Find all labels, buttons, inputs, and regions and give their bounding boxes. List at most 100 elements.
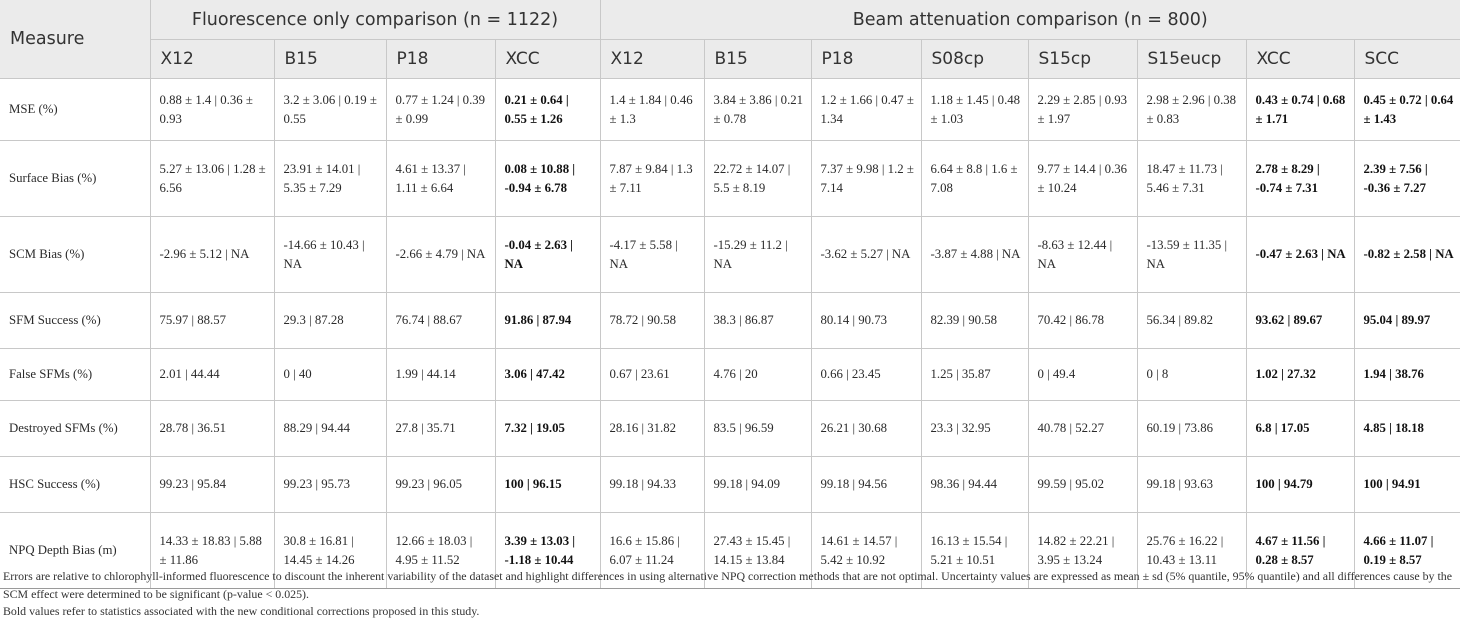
- table-cell: 28.16 | 31.82: [600, 400, 705, 457]
- table-cell: 38.3 | 86.87: [704, 292, 812, 349]
- table-cell: 93.62 | 89.67: [1246, 292, 1355, 349]
- table-cell: 23.91 ± 14.01 | 5.35 ± 7.29: [274, 140, 387, 217]
- beam-attenuation-group-header: Beam attenuation comparison (n = 800): [600, 0, 1460, 40]
- table-cell: 6.64 ± 8.8 | 1.6 ± 7.08: [921, 140, 1029, 217]
- measure-label: Destroyed SFMs (%): [0, 400, 151, 457]
- table-cell: 2.78 ± 8.29 | -0.74 ± 7.31: [1246, 140, 1355, 217]
- table-cell: 4.61 ± 13.37 | 1.11 ± 6.64: [386, 140, 496, 217]
- table-row: Surface Bias (%) 5.27 ± 13.06 | 1.28 ± 6.…: [0, 140, 1460, 217]
- table-cell: -14.66 ± 10.43 | NA: [274, 216, 387, 293]
- table-cell: 99.18 | 94.56: [811, 456, 922, 513]
- table-cell: 0 | 40: [274, 348, 387, 401]
- table-cell: 100 | 94.91: [1354, 456, 1460, 513]
- table-cell: 99.23 | 95.73: [274, 456, 387, 513]
- table-cell: 4.67 ± 11.56 | 0.28 ± 8.57: [1246, 512, 1355, 589]
- table-cell: 91.86 | 87.94: [495, 292, 601, 349]
- table-cell: 0.21 ± 0.64 | 0.55 ± 1.26: [495, 78, 601, 141]
- table-cell: 1.94 | 38.76: [1354, 348, 1460, 401]
- column-header-x12-beam: X12: [600, 39, 705, 79]
- table-cell: 7.87 ± 9.84 | 1.3 ± 7.11: [600, 140, 705, 217]
- table-cell: 29.3 | 87.28: [274, 292, 387, 349]
- table-cell: 70.42 | 86.78: [1028, 292, 1138, 349]
- table-cell: 99.18 | 94.09: [704, 456, 812, 513]
- column-header-xcc-beam: XCC: [1246, 39, 1355, 79]
- table-cell: 27.43 ± 15.45 | 14.15 ± 13.84: [704, 512, 812, 589]
- table-cell: 30.8 ± 16.81 | 14.45 ± 14.26: [274, 512, 387, 589]
- table-footnote: Errors are relative to chlorophyll-infor…: [0, 568, 1459, 621]
- table-cell: 80.14 | 90.73: [811, 292, 922, 349]
- table-cell: 6.8 | 17.05: [1246, 400, 1355, 457]
- table-row: SFM Success (%) 75.97 | 88.57 29.3 | 87.28…: [0, 292, 1460, 349]
- table-cell: 98.36 | 94.44: [921, 456, 1029, 513]
- column-header-s08cp-beam: S08cp: [921, 39, 1029, 79]
- measure-column-header: Measure: [0, 0, 151, 79]
- table-cell: 0.88 ± 1.4 | 0.36 ± 0.93: [150, 78, 275, 141]
- table-cell: 3.39 ± 13.03 | -1.18 ± 10.44: [495, 512, 601, 589]
- table-cell: 56.34 | 89.82: [1137, 292, 1247, 349]
- table-cell: 2.39 ± 7.56 | -0.36 ± 7.27: [1354, 140, 1460, 217]
- table-cell: 2.29 ± 2.85 | 0.93 ± 1.97: [1028, 78, 1138, 141]
- measure-label: False SFMs (%): [0, 348, 151, 401]
- table-cell: 2.01 | 44.44: [150, 348, 275, 401]
- table-cell: -3.62 ± 5.27 | NA: [811, 216, 922, 293]
- measure-label: HSC Success (%): [0, 456, 151, 513]
- table-cell: -8.63 ± 12.44 | NA: [1028, 216, 1138, 293]
- table-cell: 14.61 ± 14.57 | 5.42 ± 10.92: [811, 512, 922, 589]
- column-header-scc-beam: SCC: [1354, 39, 1460, 79]
- table-cell: -2.66 ± 4.79 | NA: [386, 216, 496, 293]
- table-cell: 0.77 ± 1.24 | 0.39 ± 0.99: [386, 78, 496, 141]
- table-cell: 100 | 96.15: [495, 456, 601, 513]
- table-cell: 1.02 | 27.32: [1246, 348, 1355, 401]
- table-header: Measure Fluorescence only comparison (n …: [0, 0, 1460, 79]
- table-row: NPQ Depth Bias (m) 14.33 ± 18.83 | 5.88 ±…: [0, 512, 1460, 589]
- column-header-b15-beam: B15: [704, 39, 812, 79]
- table-cell: -0.04 ± 2.63 | NA: [495, 216, 601, 293]
- table-cell: 28.78 | 36.51: [150, 400, 275, 457]
- table-cell: 1.25 | 35.87: [921, 348, 1029, 401]
- table-cell: 4.85 | 18.18: [1354, 400, 1460, 457]
- table-cell: 1.4 ± 1.84 | 0.46 ± 1.3: [600, 78, 705, 141]
- table-cell: 2.98 ± 2.96 | 0.38 ± 0.83: [1137, 78, 1247, 141]
- table-cell: 1.18 ± 1.45 | 0.48 ± 1.03: [921, 78, 1029, 141]
- fluorescence-group-header: Fluorescence only comparison (n = 1122): [150, 0, 601, 40]
- column-header-p18-fluorescence: P18: [386, 39, 496, 79]
- measure-label: MSE (%): [0, 78, 151, 141]
- table-cell: 14.82 ± 22.21 | 3.95 ± 13.24: [1028, 512, 1138, 589]
- table-row: False SFMs (%) 2.01 | 44.44 0 | 40 1.99 | 4…: [0, 348, 1460, 401]
- table-cell: 4.66 ± 11.07 | 0.19 ± 8.57: [1354, 512, 1460, 589]
- table-cell: 40.78 | 52.27: [1028, 400, 1138, 457]
- measure-label: SCM Bias (%): [0, 216, 151, 293]
- table-cell: -13.59 ± 11.35 | NA: [1137, 216, 1247, 293]
- table-cell: 7.32 | 19.05: [495, 400, 601, 457]
- column-header-s15eucp-beam: S15eucp: [1137, 39, 1247, 79]
- column-header-b15-fluorescence: B15: [274, 39, 387, 79]
- table-cell: 22.72 ± 14.07 | 5.5 ± 8.19: [704, 140, 812, 217]
- column-header-xcc-fluorescence: XCC: [495, 39, 601, 79]
- table-cell: 100 | 94.79: [1246, 456, 1355, 513]
- table-cell: 23.3 | 32.95: [921, 400, 1029, 457]
- table-cell: 60.19 | 73.86: [1137, 400, 1247, 457]
- table-cell: 99.18 | 94.33: [600, 456, 705, 513]
- table-cell: 99.23 | 95.84: [150, 456, 275, 513]
- table-cell: 0.67 | 23.61: [600, 348, 705, 401]
- table-body: MSE (%) 0.88 ± 1.4 | 0.36 ± 0.93 3.2 ± 3.0…: [0, 78, 1460, 589]
- table-cell: 16.13 ± 15.54 | 5.21 ± 10.51: [921, 512, 1029, 589]
- table-cell: -4.17 ± 5.58 | NA: [600, 216, 705, 293]
- table-cell: 78.72 | 90.58: [600, 292, 705, 349]
- table-cell: 27.8 | 35.71: [386, 400, 496, 457]
- measure-label: SFM Success (%): [0, 292, 151, 349]
- table-cell: -15.29 ± 11.2 | NA: [704, 216, 812, 293]
- table-cell: 83.5 | 96.59: [704, 400, 812, 457]
- table-cell: 5.27 ± 13.06 | 1.28 ± 6.56: [150, 140, 275, 217]
- table-cell: 0.43 ± 0.74 | 0.68 ± 1.71: [1246, 78, 1355, 141]
- table-cell: 99.23 | 96.05: [386, 456, 496, 513]
- table-cell: 7.37 ± 9.98 | 1.2 ± 7.14: [811, 140, 922, 217]
- measure-label: NPQ Depth Bias (m): [0, 512, 151, 589]
- table-cell: -3.87 ± 4.88 | NA: [921, 216, 1029, 293]
- table-cell: 76.74 | 88.67: [386, 292, 496, 349]
- table-cell: 0 | 49.4: [1028, 348, 1138, 401]
- table-cell: 0 | 8: [1137, 348, 1247, 401]
- column-header-s15cp-beam: S15cp: [1028, 39, 1138, 79]
- table-cell: 0.66 | 23.45: [811, 348, 922, 401]
- group-header-row: Measure Fluorescence only comparison (n …: [0, 0, 1460, 79]
